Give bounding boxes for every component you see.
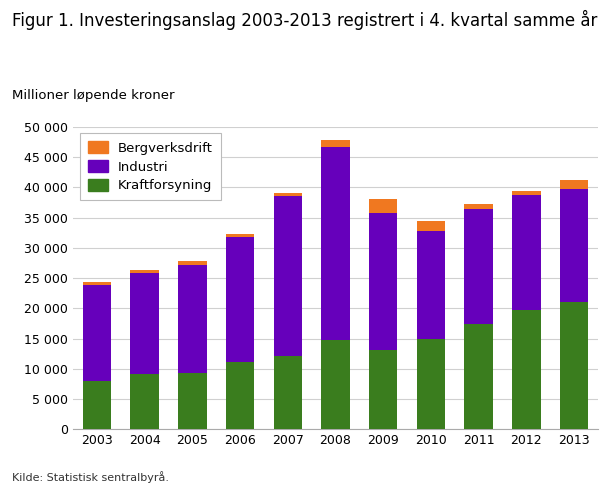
Bar bbox=[512, 195, 540, 309]
Bar bbox=[83, 285, 112, 381]
Bar bbox=[512, 191, 540, 195]
Bar bbox=[559, 188, 588, 303]
Bar bbox=[559, 303, 588, 429]
Bar bbox=[464, 209, 493, 324]
Bar bbox=[321, 140, 350, 147]
Bar bbox=[369, 349, 398, 429]
Bar bbox=[178, 373, 207, 429]
Bar bbox=[417, 339, 445, 429]
Bar bbox=[321, 340, 350, 429]
Legend: Bergverksdrift, Industri, Kraftforsyning: Bergverksdrift, Industri, Kraftforsyning bbox=[80, 134, 221, 200]
Bar bbox=[178, 261, 207, 265]
Text: Millioner løpende kroner: Millioner løpende kroner bbox=[12, 89, 174, 102]
Bar bbox=[464, 324, 493, 429]
Text: Figur 1. Investeringsanslag 2003-2013 registrert i 4. kvartal samme år: Figur 1. Investeringsanslag 2003-2013 re… bbox=[12, 10, 598, 30]
Bar bbox=[131, 270, 159, 273]
Bar bbox=[417, 221, 445, 231]
Bar bbox=[178, 265, 207, 373]
Bar bbox=[226, 237, 254, 362]
Bar bbox=[417, 231, 445, 339]
Bar bbox=[464, 204, 493, 209]
Bar bbox=[321, 147, 350, 340]
Bar bbox=[226, 362, 254, 429]
Bar bbox=[131, 273, 159, 374]
Text: Kilde: Statistisk sentralbyrå.: Kilde: Statistisk sentralbyrå. bbox=[12, 471, 169, 483]
Bar bbox=[273, 356, 302, 429]
Bar bbox=[273, 196, 302, 356]
Bar bbox=[273, 193, 302, 196]
Bar bbox=[559, 180, 588, 188]
Bar bbox=[369, 213, 398, 349]
Bar bbox=[512, 309, 540, 429]
Bar bbox=[83, 381, 112, 429]
Bar bbox=[83, 283, 112, 285]
Bar bbox=[369, 200, 398, 213]
Bar bbox=[226, 234, 254, 237]
Bar bbox=[131, 374, 159, 429]
